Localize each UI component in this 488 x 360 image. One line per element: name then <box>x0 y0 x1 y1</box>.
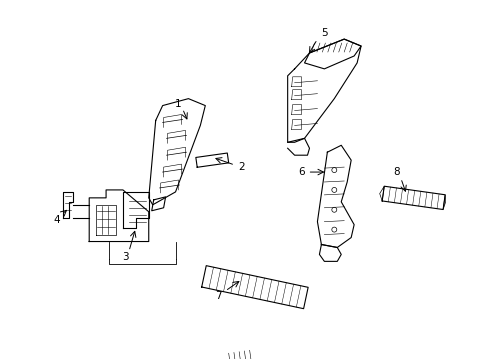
Text: 8: 8 <box>393 167 399 177</box>
Text: 3: 3 <box>122 252 129 262</box>
Text: 1: 1 <box>175 99 182 109</box>
Text: 7: 7 <box>214 291 221 301</box>
Text: 2: 2 <box>238 162 245 172</box>
Text: 6: 6 <box>298 167 304 177</box>
Text: 5: 5 <box>321 28 327 38</box>
Text: 4: 4 <box>53 215 60 225</box>
